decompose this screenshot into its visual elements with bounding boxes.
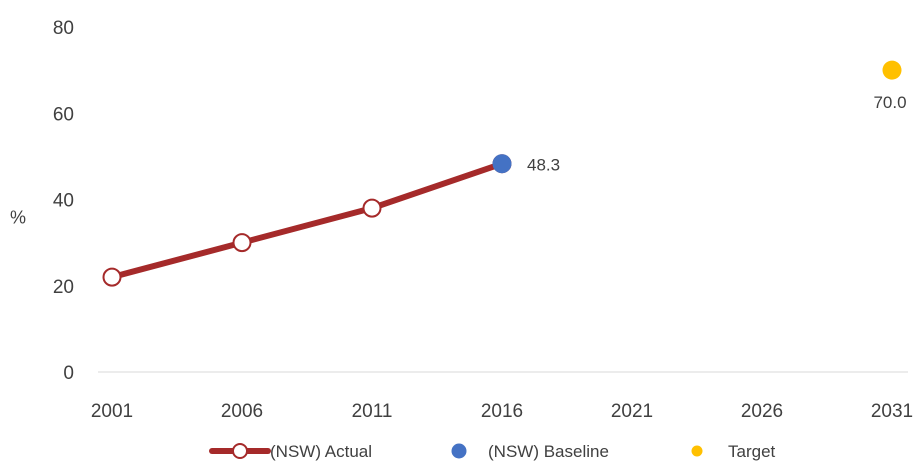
legend: (NSW) Actual (NSW) Baseline Target	[209, 442, 776, 461]
series-line	[109, 160, 505, 281]
legend-item-target: Target	[691, 442, 776, 461]
legend-item-nsw-baseline: (NSW) Baseline	[451, 442, 609, 461]
legend-item-nsw-actual: (NSW) Actual	[209, 442, 372, 461]
legend-key-marker	[451, 443, 467, 459]
legend-key-marker	[691, 445, 703, 457]
data-label: 48.3	[527, 156, 560, 175]
series-target: 70.0	[873, 60, 907, 112]
data-point-marker	[362, 198, 382, 218]
series-layer: 48.3 70.0	[102, 60, 907, 287]
legend-label: (NSW) Baseline	[488, 442, 609, 461]
x-axis-ticks: 2001 2006 2011 2016 2021 2026 2031	[91, 401, 913, 422]
data-point-marker	[232, 233, 252, 253]
legend-key-marker	[232, 443, 248, 459]
y-axis-title: %	[10, 208, 26, 228]
x-tick-label: 2011	[352, 401, 393, 422]
legend-label: (NSW) Actual	[270, 442, 372, 461]
series-nsw-actual	[102, 154, 512, 287]
data-point-marker	[882, 60, 902, 80]
x-tick-label: 2031	[871, 401, 913, 422]
x-tick-label: 2001	[91, 401, 133, 422]
data-point-marker	[102, 267, 122, 287]
y-tick-label: 60	[53, 104, 74, 125]
y-axis-label: %	[10, 208, 26, 228]
legend-label: Target	[728, 442, 776, 461]
x-tick-label: 2006	[221, 401, 263, 422]
y-tick-label: 0	[63, 363, 74, 384]
y-axis-ticks: 0 20 40 60 80	[53, 18, 74, 384]
y-tick-label: 20	[53, 277, 74, 298]
series-nsw-baseline: 48.3	[492, 154, 560, 175]
data-label: 70.0	[873, 93, 906, 112]
y-tick-label: 80	[53, 18, 74, 39]
y-tick-label: 40	[53, 191, 74, 212]
x-tick-label: 2016	[481, 401, 523, 422]
data-point-marker	[492, 154, 512, 174]
x-tick-label: 2021	[611, 401, 653, 422]
x-tick-label: 2026	[741, 401, 783, 422]
